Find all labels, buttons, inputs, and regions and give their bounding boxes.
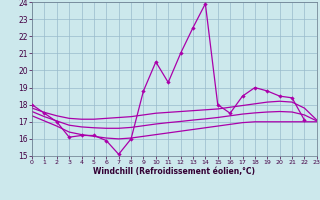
X-axis label: Windchill (Refroidissement éolien,°C): Windchill (Refroidissement éolien,°C)	[93, 167, 255, 176]
